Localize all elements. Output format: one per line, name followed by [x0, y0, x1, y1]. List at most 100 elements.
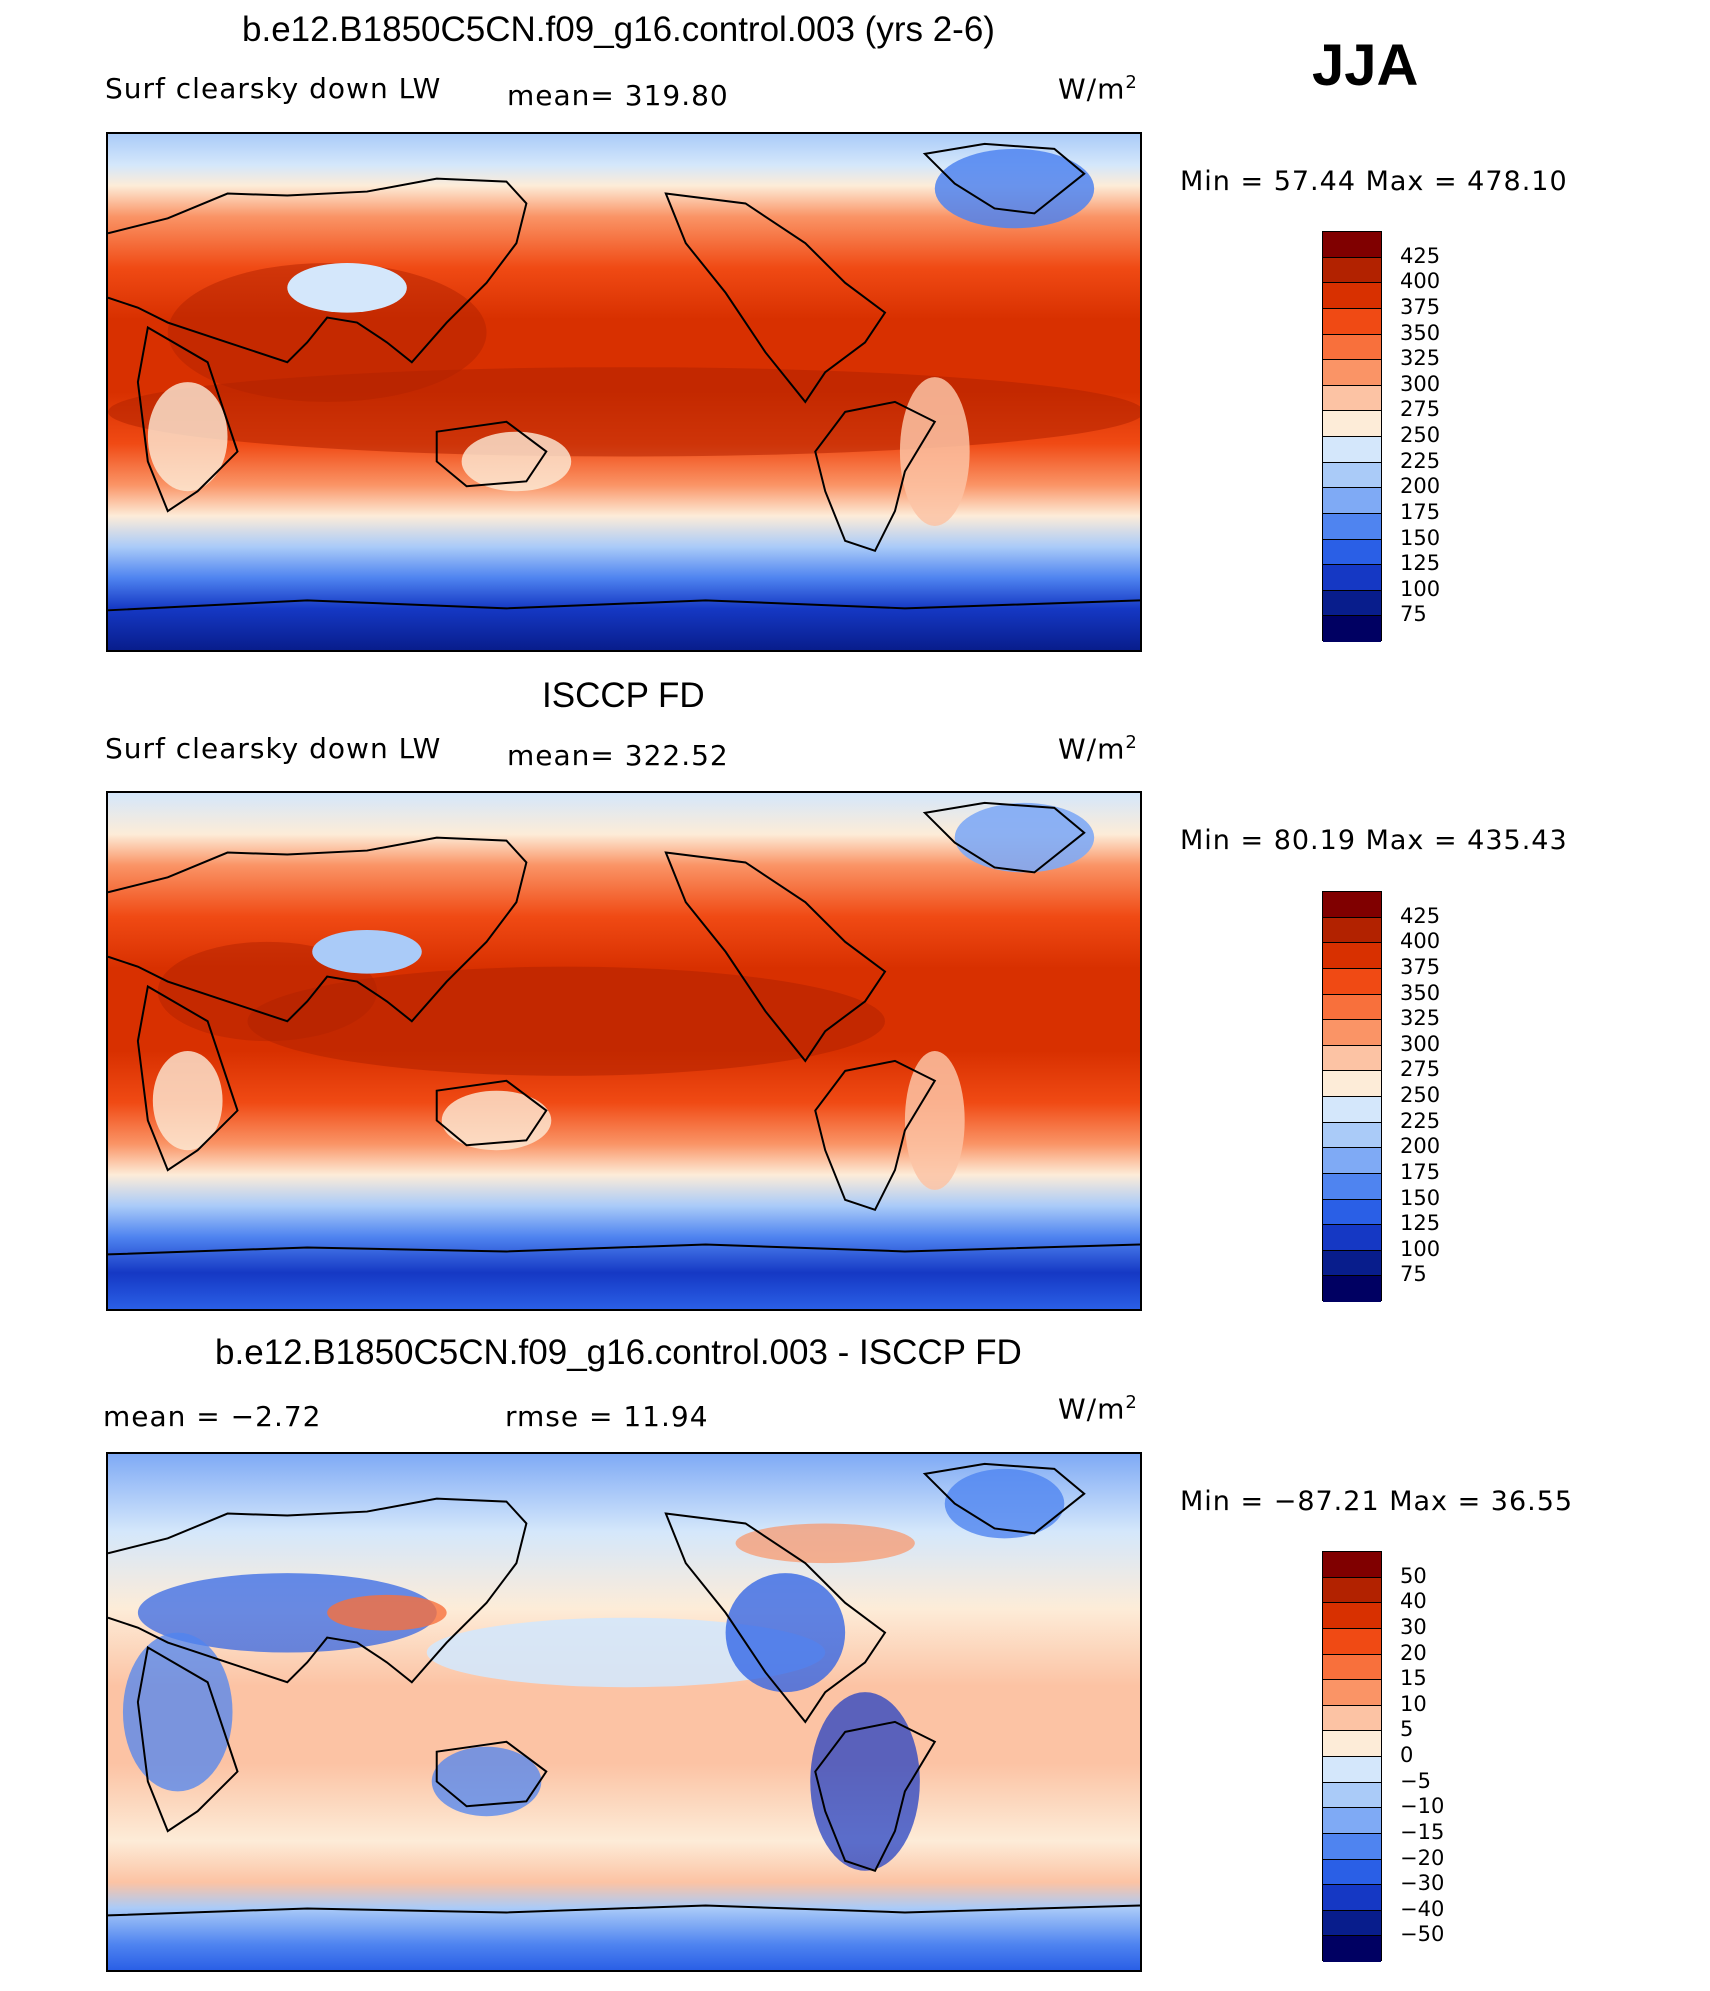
colorbar-swatch: [1323, 1808, 1381, 1834]
panel1-model-map: [106, 132, 1142, 652]
colorbar-swatch: [1323, 1680, 1381, 1706]
colorbar-tick-label: 75: [1400, 602, 1427, 627]
colorbar-tick-label: 30: [1400, 1614, 1427, 1639]
colorbar-tick-label: 375: [1400, 294, 1441, 319]
colorbar-swatch: [1323, 1628, 1381, 1655]
colorbar-tick-label: 175: [1400, 499, 1441, 524]
colorbar-tick-label: 400: [1400, 929, 1441, 954]
colorbar-swatch: [1323, 437, 1381, 463]
panel2-title: ISCCP FD: [542, 676, 705, 715]
colorbar-swatch: [1323, 1577, 1381, 1604]
colorbar-tick-label: 125: [1400, 551, 1441, 576]
colorbar-tick-label: −40: [1400, 1896, 1445, 1921]
season-label: JJA: [1312, 33, 1419, 98]
colorbar-tick-label: 200: [1400, 1134, 1441, 1159]
colorbar-tick-label: 100: [1400, 1236, 1441, 1261]
panel2-variable-label: Surf clearsky down LW: [105, 732, 442, 765]
colorbar-swatch: [1323, 1833, 1381, 1860]
colorbar-tick-label: 250: [1400, 423, 1441, 447]
colorbar-tick-label: 225: [1400, 1108, 1441, 1133]
colorbar-tick-label: 200: [1400, 474, 1441, 499]
colorbar-swatch: [1323, 308, 1381, 335]
colorbar-swatch: [1323, 462, 1381, 489]
colorbar-swatch: [1323, 565, 1381, 591]
colorbar-tick-label: −5: [1400, 1768, 1431, 1793]
colorbar-tick-label: 275: [1400, 1057, 1441, 1082]
panel2-observation-map: [106, 791, 1142, 1311]
colorbar-tick-label: 425: [1400, 243, 1441, 268]
panel1-map-graphic: [108, 134, 1140, 650]
colorbar-swatch: [1323, 1936, 1381, 1962]
colorbar-swatch: [1323, 1045, 1381, 1072]
panel3-mean-label: mean = −2.72: [103, 1400, 322, 1433]
colorbar-tick-label: 250: [1400, 1083, 1441, 1107]
colorbar-swatch: [1323, 385, 1381, 412]
colorbar-tick-label: −50: [1400, 1922, 1445, 1947]
colorbar-swatch: [1323, 1705, 1381, 1732]
colorbar-tick-label: −15: [1400, 1819, 1445, 1844]
colorbar-swatch: [1323, 360, 1381, 386]
colorbar-tick-label: 5: [1400, 1717, 1414, 1742]
colorbar-swatch: [1323, 1552, 1381, 1578]
colorbar-tick-label: 50: [1400, 1563, 1427, 1588]
panel3-colorbar: [1322, 1551, 1382, 1962]
panel3-units: W/m2: [1058, 1392, 1138, 1426]
colorbar-swatch: [1323, 1782, 1381, 1809]
panel2-map-graphic: [108, 793, 1140, 1309]
colorbar-tick-label: 425: [1400, 903, 1441, 928]
colorbar-swatch: [1323, 232, 1381, 258]
colorbar-tick-label: 350: [1400, 980, 1441, 1005]
colorbar-swatch: [1323, 411, 1381, 437]
colorbar-swatch: [1323, 616, 1381, 642]
colorbar-tick-label: 275: [1400, 397, 1441, 422]
colorbar-swatch: [1323, 1225, 1381, 1251]
colorbar-swatch: [1323, 283, 1381, 309]
panel2-colorbar: [1322, 891, 1382, 1302]
colorbar-swatch: [1323, 513, 1381, 540]
colorbar-tick-label: 300: [1400, 371, 1441, 396]
panel1-variable-label: Surf clearsky down LW: [105, 72, 442, 105]
colorbar-tick-label: 350: [1400, 320, 1441, 345]
colorbar-swatch: [1323, 892, 1381, 918]
colorbar-swatch: [1323, 1173, 1381, 1200]
colorbar-tick-label: 10: [1400, 1691, 1427, 1716]
colorbar-swatch: [1323, 1122, 1381, 1149]
panel3-title: b.e12.B1850C5CN.f09_g16.control.003 - IS…: [215, 1333, 1022, 1372]
colorbar-tick-label: 15: [1400, 1666, 1427, 1691]
colorbar-swatch: [1323, 1071, 1381, 1097]
panel1-mean-label: mean= 319.80: [507, 79, 729, 112]
colorbar-swatch: [1323, 1731, 1381, 1757]
colorbar-tick-label: 300: [1400, 1031, 1441, 1056]
colorbar-swatch: [1323, 1276, 1381, 1302]
colorbar-tick-label: −10: [1400, 1794, 1445, 1819]
colorbar-tick-label: 175: [1400, 1159, 1441, 1184]
colorbar-swatch: [1323, 968, 1381, 995]
colorbar-tick-label: 75: [1400, 1262, 1427, 1287]
colorbar-tick-label: 20: [1400, 1640, 1427, 1665]
colorbar-swatch: [1323, 1097, 1381, 1123]
colorbar-swatch: [1323, 1757, 1381, 1783]
panel3-minmax: Min = −87.21 Max = 36.55: [1180, 1486, 1574, 1517]
colorbar-swatch: [1323, 943, 1381, 969]
panel1-colorbar: [1322, 231, 1382, 642]
colorbar-swatch: [1323, 334, 1381, 361]
colorbar-swatch: [1323, 1885, 1381, 1911]
panel3-rmse-label: rmse = 11.94: [505, 1400, 709, 1433]
colorbar-tick-label: 100: [1400, 576, 1441, 601]
panel1-units: W/m2: [1058, 72, 1138, 106]
colorbar-tick-label: 40: [1400, 1589, 1427, 1614]
colorbar-swatch: [1323, 1250, 1381, 1277]
panel1-minmax: Min = 57.44 Max = 478.10: [1180, 166, 1568, 197]
colorbar-tick-label: 125: [1400, 1211, 1441, 1236]
panel2-units: W/m2: [1058, 732, 1138, 766]
colorbar-swatch: [1323, 1199, 1381, 1226]
panel1-title: b.e12.B1850C5CN.f09_g16.control.003 (yrs…: [242, 10, 995, 49]
colorbar-tick-label: 225: [1400, 448, 1441, 473]
colorbar-tick-label: 375: [1400, 954, 1441, 979]
panel3-difference-map: [106, 1452, 1142, 1972]
colorbar-tick-label: 0: [1400, 1743, 1414, 1767]
panel2-mean-label: mean= 322.52: [507, 739, 729, 772]
panel2-minmax: Min = 80.19 Max = 435.43: [1180, 825, 1568, 856]
colorbar-swatch: [1323, 1859, 1381, 1886]
colorbar-tick-label: 325: [1400, 1006, 1441, 1031]
